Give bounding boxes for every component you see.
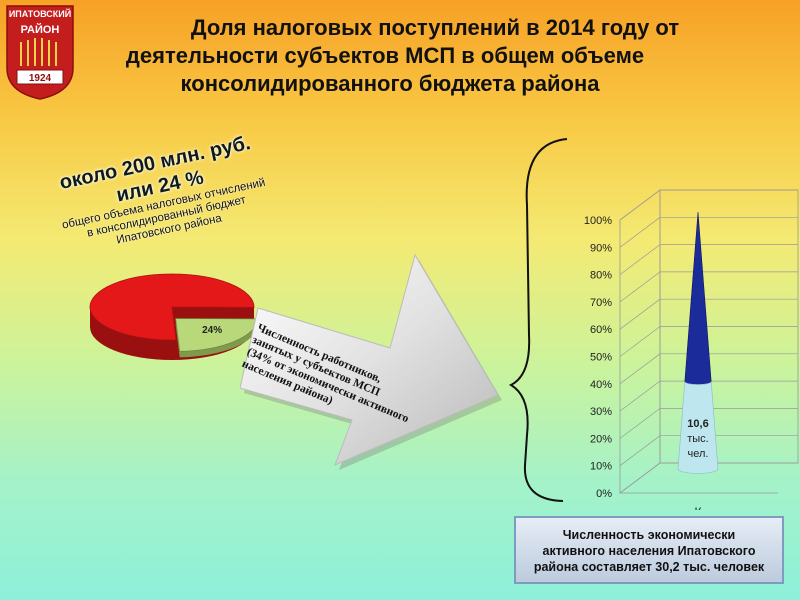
cone-data-label: тыс. xyxy=(687,433,709,445)
emblem-mid-text: РАЙОН xyxy=(21,23,60,36)
info-box: Численность экономически активного насел… xyxy=(514,516,784,584)
y-tick-label: 20% xyxy=(590,433,612,445)
info-line-2: активного населения Ипатовского xyxy=(542,544,756,558)
gridline-side xyxy=(619,435,661,466)
gridline-side xyxy=(619,217,661,248)
y-tick-label: 10% xyxy=(590,461,612,473)
curly-brace xyxy=(508,138,568,502)
info-line-1: Численность экономически xyxy=(562,528,736,542)
gridline-side xyxy=(619,189,661,221)
gridline-side xyxy=(619,298,661,330)
gridline-side xyxy=(619,380,661,412)
employment-cone-chart: 0% 10% 20% 30% 40% 50% 60% 70% 80% 90% 100% 10,6 тыс… xyxy=(584,189,799,510)
y-tick-label: 40% xyxy=(590,379,612,391)
emblem-top-text: ИПАТОВСКИЙ xyxy=(9,8,71,19)
title-line-3: консолидированного бюджета района xyxy=(180,71,600,96)
y-tick-label: 60% xyxy=(590,324,612,336)
y-tick-label: 70% xyxy=(590,297,612,309)
y-tick-label: 30% xyxy=(590,406,612,418)
y-tick-label: 90% xyxy=(590,242,612,254)
gridline-side xyxy=(619,353,661,385)
gridline-side xyxy=(619,271,661,303)
tax-share-pie-chart: 24% xyxy=(89,273,259,360)
title-line-2: деятельности субъектов МСП в общем объем… xyxy=(125,43,645,68)
cone-segment-bottom xyxy=(677,381,719,474)
gridline-side xyxy=(619,408,661,439)
x-category-label: К xyxy=(695,505,702,510)
right-arrow-shape xyxy=(240,253,502,470)
y-tick-label: 0% xyxy=(596,488,612,500)
y-tick-label: 100% xyxy=(584,215,612,227)
district-emblem: ИПАТОВСКИЙ РАЙОН 1924 xyxy=(6,5,74,100)
gridline-side xyxy=(619,326,661,357)
emblem-year: 1924 xyxy=(29,73,52,84)
page-title: Доля налоговых поступлений в 2014 году о… xyxy=(85,14,785,98)
gridline-side xyxy=(619,244,661,275)
cone-segment-top xyxy=(684,211,712,385)
info-line-3: района составляет 30,2 тыс. человек xyxy=(533,560,765,574)
gridline-side xyxy=(619,462,661,494)
cone-data-label: чел. xyxy=(688,448,709,460)
pie-slice-label: 24% xyxy=(202,325,222,336)
pie-slice-main xyxy=(89,273,255,341)
y-tick-label: 50% xyxy=(590,352,612,364)
title-line-1: Доля налоговых поступлений в 2014 году о… xyxy=(190,15,680,40)
y-tick-label: 80% xyxy=(590,270,612,282)
cone-data-label: 10,6 xyxy=(687,418,708,430)
pie-slice-group: 24% xyxy=(175,318,259,358)
